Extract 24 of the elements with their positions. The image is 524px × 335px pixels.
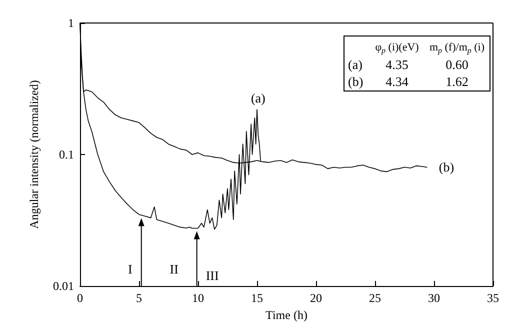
annotation: (a) bbox=[250, 90, 266, 106]
x-tick-label: 10 bbox=[192, 291, 204, 305]
x-tick-label: 30 bbox=[428, 291, 440, 305]
y-tick-label: 0.1 bbox=[59, 148, 74, 162]
series-label: (b) bbox=[438, 160, 454, 175]
y-tick-label: 0.01 bbox=[53, 279, 74, 293]
annotation: 0.60 bbox=[446, 57, 468, 72]
x-tick-label: 35 bbox=[487, 291, 499, 305]
annotation: (b) bbox=[348, 74, 364, 89]
x-tick-label: 0 bbox=[77, 291, 83, 305]
x-tick-label: 5 bbox=[136, 291, 142, 305]
annotation: 1.62 bbox=[446, 74, 468, 89]
annotation: II bbox=[170, 262, 178, 277]
y-tick-label: 1 bbox=[68, 16, 74, 30]
annotation: I bbox=[128, 262, 132, 277]
x-tick-label: 25 bbox=[369, 291, 381, 305]
x-tick-label: 20 bbox=[310, 291, 322, 305]
x-axis-title: Time (h) bbox=[266, 308, 308, 322]
annotation: (a) bbox=[348, 57, 362, 72]
y-axis-title: Angular intensity (normalized) bbox=[27, 80, 41, 229]
x-tick-label: 15 bbox=[251, 291, 263, 305]
annotation: 4.35 bbox=[386, 57, 408, 72]
annotation: 4.34 bbox=[386, 74, 409, 89]
annotation: III bbox=[206, 268, 219, 284]
